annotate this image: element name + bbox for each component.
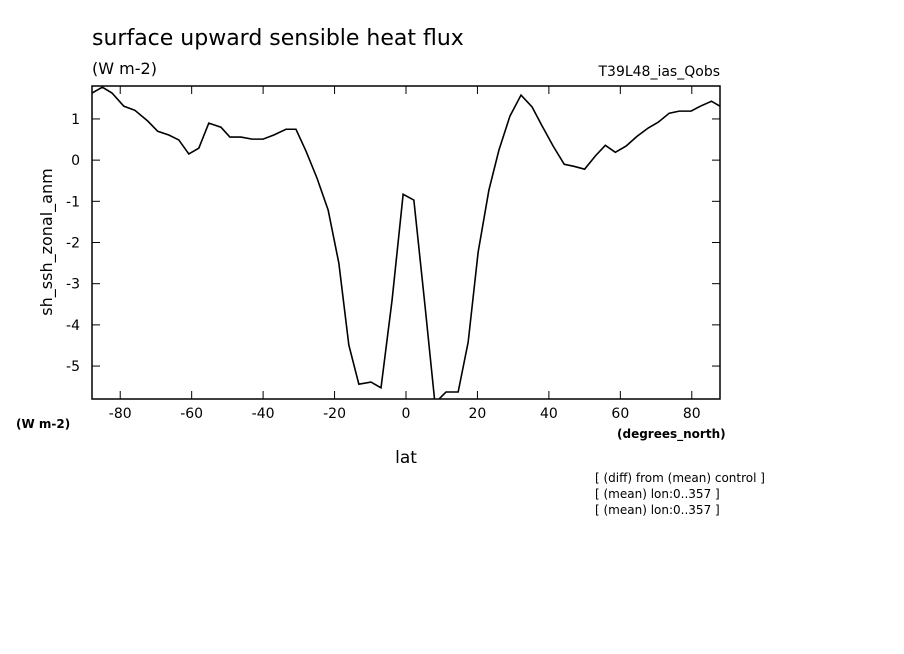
x-tick-label: 80 [683, 406, 701, 422]
x-units: (degrees_north) [617, 427, 726, 442]
y-units: (W m-2) [16, 417, 70, 431]
y-tick-label: -1 [66, 194, 80, 210]
y-axis-label: sh_ssh_zonal_anm [37, 168, 57, 315]
plot-frame [91, 85, 721, 400]
x-tick-label: 40 [540, 406, 558, 422]
x-tick-label: -20 [323, 406, 346, 422]
x-tick-label: -40 [252, 406, 275, 422]
chart-title: surface upward sensible heat flux [92, 26, 464, 51]
x-tick-label: -80 [109, 406, 132, 422]
note: [ (diff) from (mean) control ] [595, 471, 765, 485]
note: [ (mean) lon:0..357 ] [595, 503, 720, 517]
units: (W m-2) [92, 59, 157, 78]
y-tick-label: -5 [66, 359, 80, 375]
x-tick-label: 20 [469, 406, 487, 422]
x-tick-label: 0 [402, 406, 411, 422]
y-tick-label: -2 [66, 236, 80, 252]
y-tick-label: -4 [66, 318, 80, 334]
x-tick-label: 60 [611, 406, 629, 422]
y-tick-label: 1 [71, 112, 80, 128]
run-label: T39L48_ias_Qobs [597, 64, 720, 80]
y-tick-label: -3 [66, 277, 80, 293]
y-tick-label: 0 [71, 153, 80, 169]
data-line [92, 86, 720, 399]
x-axis-label: lat [395, 448, 417, 468]
note: [ (mean) lon:0..357 ] [595, 487, 720, 501]
x-tick-label: -60 [180, 406, 203, 422]
